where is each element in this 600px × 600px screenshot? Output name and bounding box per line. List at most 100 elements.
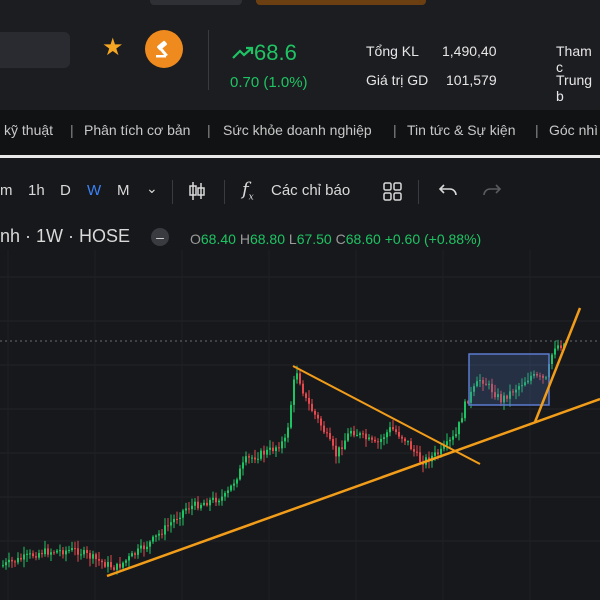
chevron-down-icon[interactable]: ⌄ xyxy=(146,180,158,196)
candle-body xyxy=(461,418,463,423)
candle-body xyxy=(500,394,502,403)
candle-body xyxy=(290,404,292,428)
breakout-trendline[interactable] xyxy=(533,307,582,423)
undo-icon[interactable] xyxy=(438,183,458,199)
candle-body xyxy=(371,437,373,440)
close-label: C xyxy=(335,231,346,247)
nav-separator: | xyxy=(393,122,397,138)
candle-body xyxy=(314,410,316,415)
candle-body xyxy=(557,345,559,349)
section-nav: kỹ thuật | Phân tích cơ bản | Sức khỏe d… xyxy=(0,118,600,144)
candle-body xyxy=(443,445,445,449)
candle-body xyxy=(272,447,274,451)
candle-body xyxy=(365,433,367,440)
candle-body xyxy=(527,380,529,383)
star-icon[interactable]: ★ xyxy=(102,34,124,61)
gavel-icon[interactable] xyxy=(145,30,183,68)
candle-body xyxy=(449,439,451,442)
interval-month[interactable]: M xyxy=(117,182,130,199)
candle-body xyxy=(206,502,208,506)
candle-body xyxy=(182,510,184,518)
interval-hour[interactable]: 1h xyxy=(28,182,45,199)
ohlc-readout: O68.40 H68.80 L67.50 C68.60 +0.60 (+0.88… xyxy=(190,231,481,247)
candle-body xyxy=(158,533,160,536)
candle-body xyxy=(539,375,541,377)
redo-icon[interactable] xyxy=(482,183,502,199)
layout-grid-icon[interactable] xyxy=(383,182,402,201)
toolbar-divider xyxy=(172,180,173,204)
interval-week[interactable]: W xyxy=(87,182,102,199)
symbol-label: nh · 1W · HOSE xyxy=(0,226,131,246)
high-value: 68.80 xyxy=(249,231,285,247)
consolidation-box[interactable] xyxy=(468,353,550,406)
candle-body xyxy=(377,441,379,443)
interval-minute[interactable]: m xyxy=(0,182,13,199)
candle-body xyxy=(401,436,403,439)
candle-body xyxy=(482,380,484,384)
chart-grid xyxy=(0,250,600,600)
candle-body xyxy=(293,379,295,405)
function-icon[interactable]: fx xyxy=(242,179,254,203)
candle-body xyxy=(518,386,520,390)
support-trendline[interactable] xyxy=(106,397,600,578)
candle-body xyxy=(20,557,22,560)
candle-body xyxy=(185,508,187,511)
candle-body xyxy=(89,553,91,559)
candle-body xyxy=(170,522,172,526)
candle-body xyxy=(335,445,337,457)
nav-item-fundamental[interactable]: Phân tích cơ bản xyxy=(84,122,191,138)
candle-body xyxy=(92,554,94,559)
header-tab-active[interactable] xyxy=(256,0,426,5)
header-tab[interactable] xyxy=(150,0,242,5)
search-input[interactable] xyxy=(0,32,70,68)
interval-day[interactable]: D xyxy=(60,182,71,199)
chart-toolbar: m 1h D W M ⌄ fx Các chỉ báo xyxy=(0,176,600,206)
change-value: +0.60 (+0.88%) xyxy=(384,231,482,247)
candle-body xyxy=(8,559,10,563)
descending-trendline[interactable] xyxy=(292,365,481,465)
candle-body xyxy=(521,385,523,387)
indicators-button[interactable]: Các chỉ báo xyxy=(271,182,351,199)
nav-item-perspective[interactable]: Góc nhì xyxy=(549,122,599,138)
candle-body xyxy=(149,541,151,547)
candle-body xyxy=(104,562,106,567)
nav-item-technical[interactable]: kỹ thuật xyxy=(4,122,54,138)
candle-body xyxy=(242,462,244,469)
candle-body xyxy=(254,457,256,460)
candle-body xyxy=(491,383,493,393)
candle-body xyxy=(59,550,61,552)
candle-body xyxy=(83,550,85,555)
candle-body xyxy=(194,501,196,506)
candle-body xyxy=(344,440,346,449)
nav-item-news[interactable]: Tin tức & Sự kiện xyxy=(407,122,516,138)
collapse-icon[interactable]: – xyxy=(151,228,169,246)
toolbar-divider xyxy=(418,180,419,204)
candle-body xyxy=(332,439,334,446)
candle-body xyxy=(68,550,70,552)
candle-body xyxy=(107,562,109,567)
candle-body xyxy=(308,397,310,404)
nav-item-health[interactable]: Sức khỏe doanh nghiệp xyxy=(223,122,372,138)
candle-body xyxy=(50,552,52,555)
candle-body xyxy=(65,550,67,555)
candle-body xyxy=(164,525,166,535)
candle-body xyxy=(248,456,250,458)
candle-body xyxy=(236,479,238,484)
candle-body xyxy=(122,562,124,568)
symbol-legend: nh · 1W · HOSE – xyxy=(0,226,600,250)
candle-body xyxy=(446,441,448,446)
candle-body xyxy=(146,546,148,550)
candle-body xyxy=(212,497,214,500)
candle-body xyxy=(464,401,466,419)
candle-body xyxy=(437,452,439,455)
candlestick-chart[interactable] xyxy=(0,250,600,600)
candle-body xyxy=(263,450,265,455)
nav-separator: | xyxy=(535,122,539,138)
candle-body xyxy=(296,373,298,380)
last-price: 68.6 xyxy=(232,40,297,66)
candle-body xyxy=(86,550,88,554)
candles-icon[interactable] xyxy=(188,181,206,201)
candle-body xyxy=(488,383,490,385)
candle-body xyxy=(161,533,163,535)
candle-body xyxy=(227,490,229,493)
